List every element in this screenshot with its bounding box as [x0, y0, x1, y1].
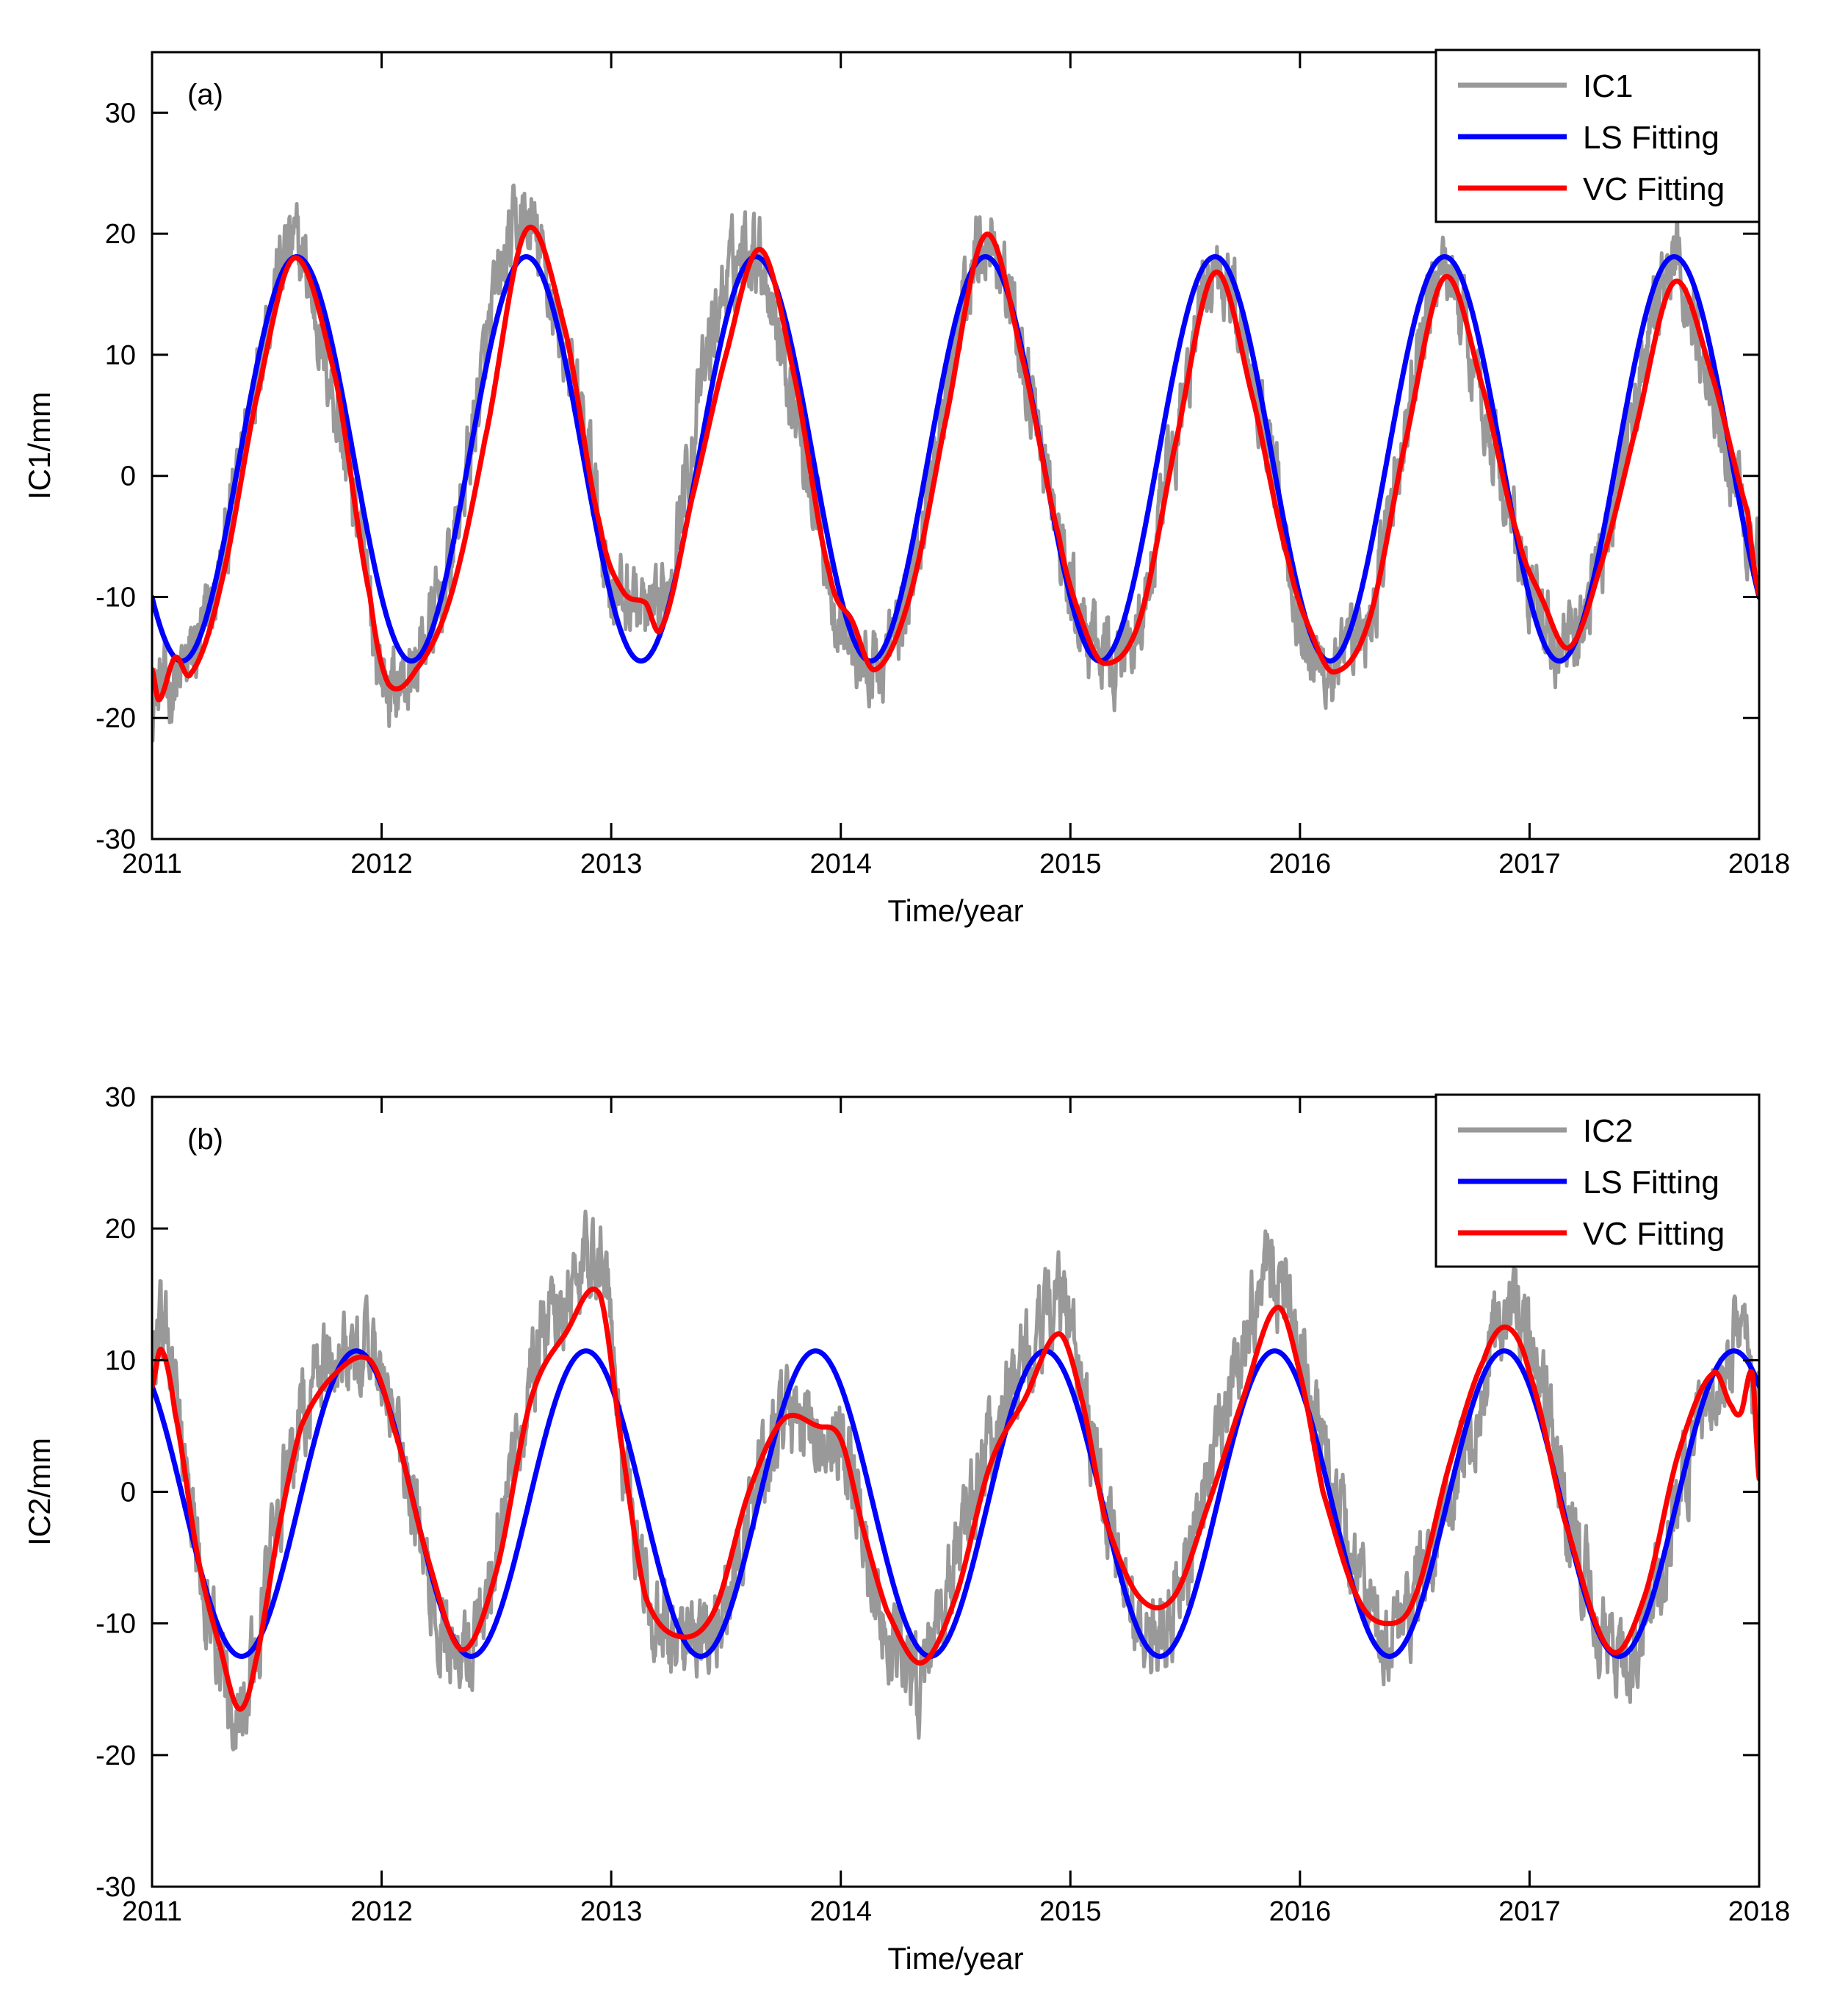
legend-label-ic1: IC1	[1583, 68, 1633, 104]
x-tick-label-2018: 2018	[1728, 1896, 1791, 1927]
y-tick-label-0: 0	[120, 461, 136, 492]
x-tick-label-2013: 2013	[580, 1896, 643, 1927]
x-axis-label-b: Time/year	[887, 1941, 1023, 1976]
x-tick-label-2017: 2017	[1498, 849, 1561, 879]
y-tick-label--30: -30	[95, 1872, 136, 1903]
y-axis-label-a: IC1/mm	[22, 392, 57, 500]
series-line-ls-fitting-a	[152, 254, 1759, 664]
x-tick-label-2013: 2013	[580, 849, 643, 879]
x-tick-label-2014: 2014	[809, 1896, 872, 1927]
y-tick-label-0: 0	[120, 1477, 136, 1508]
legend-label-ic2: IC2	[1583, 1113, 1633, 1149]
chart-panel-a: 2011 2012 2013 2014 2015 2016 2017 2018 -30 -20 -1…	[22, 48, 1790, 928]
y-tick-label-20: 20	[105, 1214, 136, 1245]
y-tick-label--20: -20	[95, 703, 136, 734]
x-tick-label-2016: 2016	[1269, 849, 1332, 879]
x-tick-label-2015: 2015	[1039, 1896, 1102, 1927]
x-tick-label-2015: 2015	[1039, 849, 1102, 879]
plot-area-a	[152, 183, 1759, 743]
y-tick-label--30: -30	[95, 824, 136, 855]
x-tick-label-2012: 2012	[350, 1896, 413, 1927]
y-tick-label-30: 30	[105, 98, 136, 129]
x-tick-label-2017: 2017	[1498, 1896, 1561, 1927]
axis-ticks-b: 2011 2012 2013 2014 2015 2016 2017 2018 -30 -20 -1…	[95, 1082, 1790, 1927]
plot-frame-a	[151, 51, 1761, 840]
x-tick-label-2016: 2016	[1269, 1896, 1332, 1927]
panel-label-a: (a)	[187, 79, 223, 111]
x-tick-label-2012: 2012	[350, 849, 413, 879]
y-tick-label--10: -10	[95, 1609, 136, 1640]
legend-label-vc-fitting-b: VC Fitting	[1583, 1216, 1725, 1252]
series-line-vc-fitting-a	[152, 224, 1759, 702]
x-tick-label-2011: 2011	[122, 849, 182, 879]
x-tick-label-2018: 2018	[1728, 849, 1791, 879]
legend-b: IC2 LS Fitting VC Fitting	[1434, 1093, 1761, 1268]
y-tick-label--20: -20	[95, 1740, 136, 1771]
y-tick-label-20: 20	[105, 219, 136, 250]
y-tick-label--10: -10	[95, 582, 136, 613]
legend-label-ls-fitting-b: LS Fitting	[1583, 1164, 1719, 1200]
legend-label-ls-fitting-a: LS Fitting	[1583, 120, 1719, 156]
legend-box-b	[1434, 1093, 1761, 1268]
y-tick-label-10: 10	[105, 1345, 136, 1376]
x-axis-label-a: Time/year	[887, 893, 1023, 928]
axis-ticks-a: 2011 2012 2013 2014 2015 2016 2017 2018 -30 -20 -1…	[95, 52, 1790, 879]
panel-label-b: (b)	[187, 1123, 223, 1156]
y-axis-label-b: IC2/mm	[22, 1438, 57, 1546]
x-tick-label-2011: 2011	[122, 1896, 182, 1927]
series-line-vc-fitting-b	[152, 1286, 1759, 1712]
legend-a: IC1 LS Fitting VC Fitting	[1434, 48, 1761, 223]
y-tick-label-30: 30	[105, 1082, 136, 1113]
x-tick-label-2014: 2014	[809, 849, 872, 879]
y-tick-label-10: 10	[105, 340, 136, 371]
chart-panel-b: 2011 2012 2013 2014 2015 2016 2017 2018 -30 -20 -1…	[22, 1082, 1790, 1976]
legend-label-vc-fitting-a: VC Fitting	[1583, 171, 1725, 207]
series-line-ic1-a	[152, 183, 1759, 743]
plot-area-b	[152, 1209, 1759, 1752]
